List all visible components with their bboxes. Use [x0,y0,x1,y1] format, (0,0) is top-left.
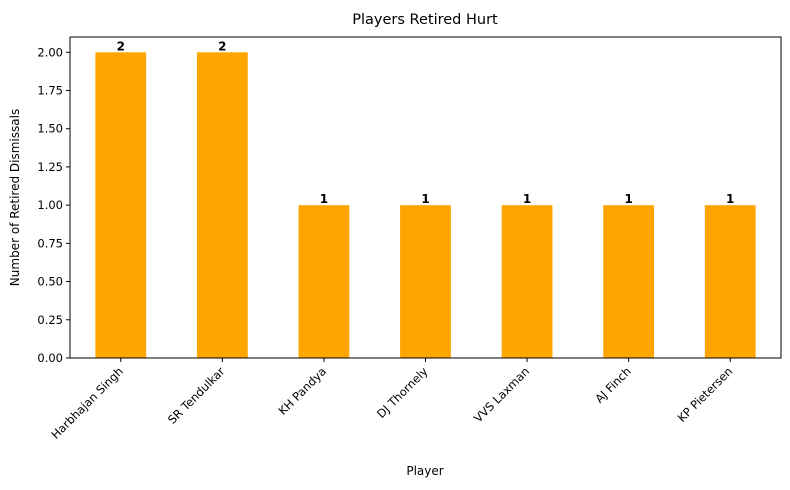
bar-4 [501,205,553,358]
x-axis-label: Player [406,464,443,478]
data-label-2: 1 [320,192,328,206]
y-tick-label-4: 1.00 [37,198,63,212]
data-label-1: 2 [218,39,226,53]
y-axis: 0.00 0.25 0.50 0.75 1.00 1.25 1.50 1.75 2.00 [37,45,70,365]
x-tick-label-5: AJ Finch [592,364,634,406]
data-label-0: 2 [117,39,125,53]
x-tick-label-4: VVS Laxman [471,364,532,425]
bar-6 [704,205,756,358]
x-tick-label-3: DJ Thornely [374,364,431,421]
y-tick-label-0: 0.00 [37,351,63,365]
bar-2 [298,205,350,358]
bar-1 [196,52,248,359]
data-label-4: 1 [523,192,531,206]
y-tick-label-8: 2.00 [37,45,63,59]
y-tick-label-6: 1.50 [37,122,63,136]
data-label-6: 1 [726,192,734,206]
y-tick-label-2: 0.50 [37,275,63,289]
x-tick-label-6: KP Pietersen [675,364,736,425]
y-tick-label-1: 0.25 [37,313,63,327]
x-tick-label-1: SR Tendulkar [165,364,228,427]
y-tick-label-5: 1.25 [37,160,63,174]
bars-layer: 2 2 1 1 1 1 1 [95,39,756,359]
data-label-5: 1 [624,192,632,206]
plot-frame [69,36,782,359]
bar-0 [95,52,147,359]
y-tick-label-7: 1.75 [37,84,63,98]
bar-3 [400,205,451,358]
bar-5 [603,205,655,358]
data-label-3: 1 [421,192,429,206]
x-axis: Harbhajan Singh SR Tendulkar KH Pandya DJ T… [48,358,735,442]
y-tick-label-3: 0.75 [37,236,63,250]
chart-title: Players Retired Hurt [352,12,498,28]
y-axis-label: Number of Retired Dismissals [8,109,22,286]
x-tick-label-0: Harbhajan Singh [48,364,126,442]
x-tick-label-2: KH Pandya [275,364,329,418]
